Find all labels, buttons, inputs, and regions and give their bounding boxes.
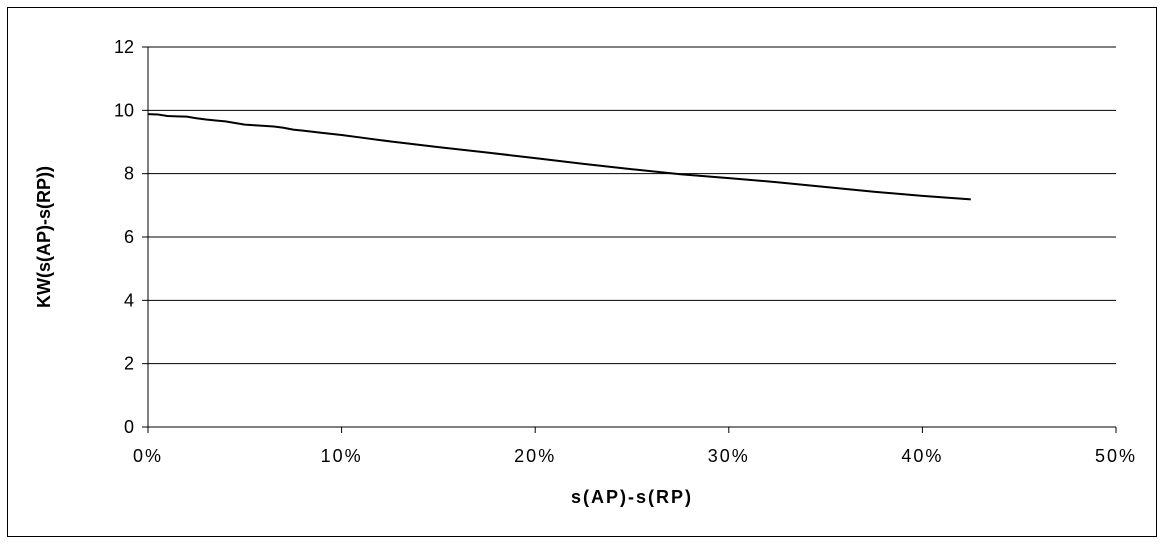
x-axis-title: s(AP)-s(RP): [571, 487, 693, 507]
tick-labels: 0 2 4 6 8 10 12 0% 10% 20% 30% 40% 50%: [114, 37, 1137, 466]
y-axis-title: KW(s(AP)-s(RP)): [34, 166, 54, 308]
x-tick-label: 0%: [133, 446, 163, 466]
y-tick-label: 0: [124, 417, 134, 437]
y-tick-label: 6: [124, 227, 134, 247]
x-tick-label: 40%: [901, 446, 943, 466]
x-tick-label: 20%: [514, 446, 556, 466]
y-tick-label: 8: [124, 164, 134, 184]
x-tick-label: 30%: [708, 446, 750, 466]
axes: [142, 46, 1117, 433]
chart-frame: [7, 7, 1157, 537]
y-tick-label: 4: [124, 290, 134, 310]
y-tick-label: 12: [114, 37, 134, 57]
y-tick-label: 10: [114, 100, 134, 120]
gridlines: [148, 46, 1116, 365]
y-tick-label: 2: [124, 354, 134, 374]
series-layer: [147, 113, 971, 201]
x-tick-label: 10%: [321, 446, 363, 466]
x-tick-label: 50%: [1095, 446, 1137, 466]
series-line-0: [147, 113, 971, 201]
